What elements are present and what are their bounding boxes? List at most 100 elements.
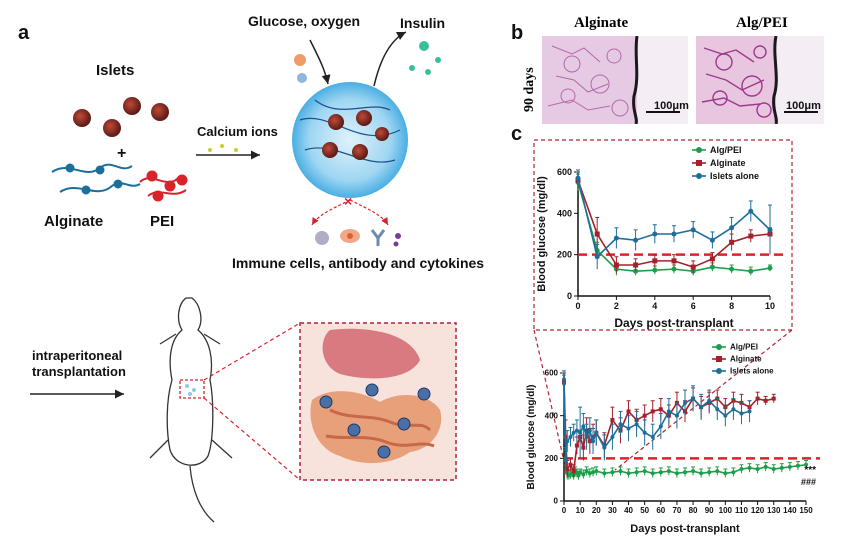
histology-image-algpei bbox=[696, 36, 824, 124]
data-point-islets bbox=[594, 430, 599, 435]
data-point-islets bbox=[584, 435, 589, 439]
data-point-alginate bbox=[671, 258, 677, 264]
data-point-islets bbox=[581, 424, 586, 429]
y-tick-label: 400 bbox=[545, 411, 559, 420]
data-point-alginate bbox=[594, 231, 600, 237]
data-point-islets bbox=[626, 426, 631, 431]
histology-image-alginate bbox=[542, 36, 688, 124]
data-point-algpei bbox=[739, 467, 744, 471]
data-point-alginate bbox=[610, 417, 615, 422]
alginate-label: Alginate bbox=[44, 213, 104, 230]
series-line-islets bbox=[577, 178, 771, 259]
glucose-chart-full: 0 10 20 30 40 50 60 70 80 90 100 110 120 130 140 150 0 20… bbox=[526, 343, 820, 535]
data-point-algpei bbox=[729, 266, 735, 272]
ip-label-line1: intraperitoneal bbox=[32, 348, 123, 363]
data-point-algpei bbox=[674, 471, 679, 476]
mouse-schematic bbox=[30, 297, 457, 523]
legend-marker-islets bbox=[696, 173, 702, 179]
x-tick-label: 2 bbox=[614, 301, 619, 311]
data-point-algpei bbox=[771, 467, 776, 471]
x-tick-label: 50 bbox=[640, 506, 649, 515]
legend-marker-alginate bbox=[696, 160, 702, 166]
pei-strands bbox=[139, 170, 188, 202]
data-point-islets bbox=[578, 430, 583, 435]
data-point-algpei bbox=[763, 464, 768, 469]
panel-c-letter: c bbox=[511, 123, 523, 145]
data-point-alginate bbox=[581, 445, 586, 450]
x-tick-label: 90 bbox=[705, 506, 714, 515]
data-point-alginate bbox=[748, 233, 754, 239]
x-tick-label: 100 bbox=[719, 506, 733, 515]
data-point-algpei bbox=[658, 470, 663, 475]
y-tick-label: 200 bbox=[545, 454, 559, 463]
x-tick-label: 70 bbox=[672, 506, 681, 515]
data-point-alginate bbox=[690, 264, 696, 270]
y-tick-label: 0 bbox=[554, 497, 559, 506]
data-point-islets bbox=[562, 377, 566, 382]
data-point-alginate bbox=[771, 396, 776, 401]
data-point-alginate bbox=[565, 467, 570, 471]
data-point-algpei bbox=[594, 469, 599, 474]
data-point-alginate bbox=[574, 443, 579, 448]
data-point-islets bbox=[575, 175, 581, 181]
data-point-islets bbox=[658, 424, 663, 429]
x-tick-label: 60 bbox=[656, 506, 665, 515]
insulin-label: Insulin bbox=[400, 15, 446, 31]
calcium-label: Calcium ions bbox=[197, 124, 278, 139]
data-point-islets bbox=[691, 396, 696, 401]
data-point-islets bbox=[602, 445, 607, 450]
abdominal-organs bbox=[310, 328, 442, 464]
data-point-algpei bbox=[747, 465, 752, 470]
histology-row-label: 90 days bbox=[522, 67, 537, 112]
islets-label: Islets bbox=[96, 62, 135, 79]
data-point-islets bbox=[715, 407, 720, 412]
data-point-algpei bbox=[587, 471, 592, 476]
y-tick-label: 600 bbox=[557, 167, 572, 177]
data-point-algpei bbox=[787, 464, 792, 469]
x-tick-label: 40 bbox=[624, 506, 633, 515]
data-point-algpei bbox=[755, 467, 760, 471]
data-point-islets bbox=[690, 227, 696, 233]
legend-label-algpei: Alg/PEI bbox=[730, 343, 758, 352]
x-tick-label: 0 bbox=[562, 506, 567, 515]
data-point-islets bbox=[565, 439, 570, 444]
x-tick-label: 30 bbox=[608, 506, 617, 515]
x-tick-label: 6 bbox=[691, 301, 696, 311]
data-point-islets bbox=[642, 430, 647, 435]
data-point-algpei bbox=[671, 266, 677, 272]
data-point-algpei bbox=[779, 465, 784, 470]
x-tick-label: 120 bbox=[751, 506, 765, 515]
y-tick-label: 400 bbox=[557, 208, 572, 218]
ip-label-line2: transplantation bbox=[32, 364, 126, 379]
data-point-algpei bbox=[707, 470, 712, 475]
significance-annotation-1: *** bbox=[804, 465, 816, 476]
legend-marker-islets bbox=[716, 368, 722, 374]
x-tick-label: 10 bbox=[576, 506, 585, 515]
data-point-algpei bbox=[666, 469, 671, 474]
data-point-alginate bbox=[650, 409, 655, 414]
x-tick-label: 110 bbox=[735, 506, 748, 515]
alginate-strands bbox=[51, 163, 141, 195]
plus-sign: + bbox=[117, 145, 127, 162]
data-point-islets bbox=[587, 428, 592, 433]
y-tick-label: 0 bbox=[567, 291, 572, 301]
data-point-algpei bbox=[723, 471, 728, 476]
data-point-islets bbox=[634, 422, 639, 427]
scale-bar-label-alginate: 100μm bbox=[654, 100, 689, 112]
data-point-algpei bbox=[709, 264, 715, 270]
immune-label: Immune cells, antibody and cytokines bbox=[232, 255, 485, 271]
data-point-algpei bbox=[633, 268, 639, 274]
legend-marker-alginate bbox=[716, 356, 722, 362]
data-point-algpei bbox=[591, 470, 596, 475]
data-point-algpei bbox=[748, 268, 754, 274]
data-point-islets bbox=[594, 254, 600, 260]
data-point-islets bbox=[707, 398, 712, 403]
data-point-algpei bbox=[626, 471, 631, 476]
svg-text:×: × bbox=[344, 193, 352, 209]
data-point-alginate bbox=[571, 469, 576, 474]
data-point-islets bbox=[618, 422, 623, 427]
data-point-islets bbox=[633, 237, 639, 243]
y-tick-label: 200 bbox=[557, 250, 572, 260]
data-point-algpei bbox=[584, 469, 589, 474]
significance-annotation-2: ### bbox=[801, 477, 816, 487]
